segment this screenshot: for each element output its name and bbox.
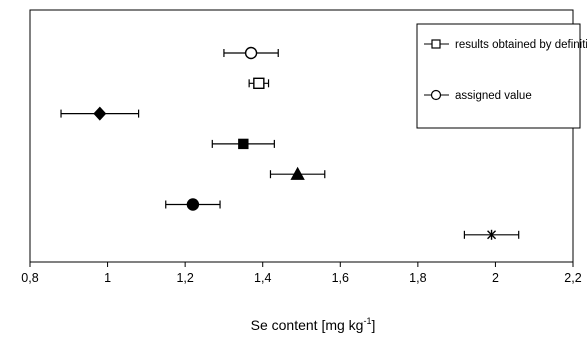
legend-entry-assigned-value: assigned value	[424, 89, 532, 102]
filled-square-marker	[238, 138, 249, 150]
open-square-icon	[431, 39, 441, 49]
x-axis-title: Se content [mg kg-1]	[251, 316, 376, 333]
x-tick-label: 1	[104, 271, 111, 285]
data-point-open-square	[248, 77, 270, 90]
x-tick-label: 1,6	[332, 271, 349, 285]
x-axis-ticks: 0,8 1 1,2 1,4 1,6 1,8 2 2,2	[21, 262, 582, 285]
data-point-filled-diamond	[60, 106, 140, 121]
asterisk-marker	[487, 229, 497, 240]
filled-circle-marker	[186, 198, 200, 211]
filled-triangle-marker	[290, 166, 305, 180]
data-point-asterisk	[463, 229, 520, 240]
filled-diamond-marker	[93, 106, 107, 121]
data-point-open-circle	[223, 46, 279, 60]
legend-box	[416, 23, 581, 129]
legend: results obtained by definitive method as…	[416, 23, 587, 129]
open-circle-marker	[244, 46, 258, 60]
data-point-filled-triangle	[269, 166, 326, 180]
open-circle-icon	[430, 89, 442, 101]
x-tick-label: 2,2	[564, 271, 581, 285]
legend-label-definitive-method: results obtained by definitive method	[455, 39, 587, 51]
data-point-filled-circle	[165, 198, 221, 211]
data-points-layer	[60, 46, 520, 240]
x-tick-label: 1,2	[176, 271, 193, 285]
data-point-filled-square	[211, 138, 275, 150]
legend-label-assigned-value: assigned value	[455, 90, 532, 102]
x-tick-label: 0,8	[21, 271, 38, 285]
x-tick-label: 1,4	[254, 271, 271, 285]
legend-entry-definitive-method: results obtained by definitive method	[424, 39, 587, 51]
x-tick-label: 2	[492, 271, 499, 285]
open-square-marker	[253, 77, 265, 90]
x-tick-label: 1,8	[409, 271, 426, 285]
